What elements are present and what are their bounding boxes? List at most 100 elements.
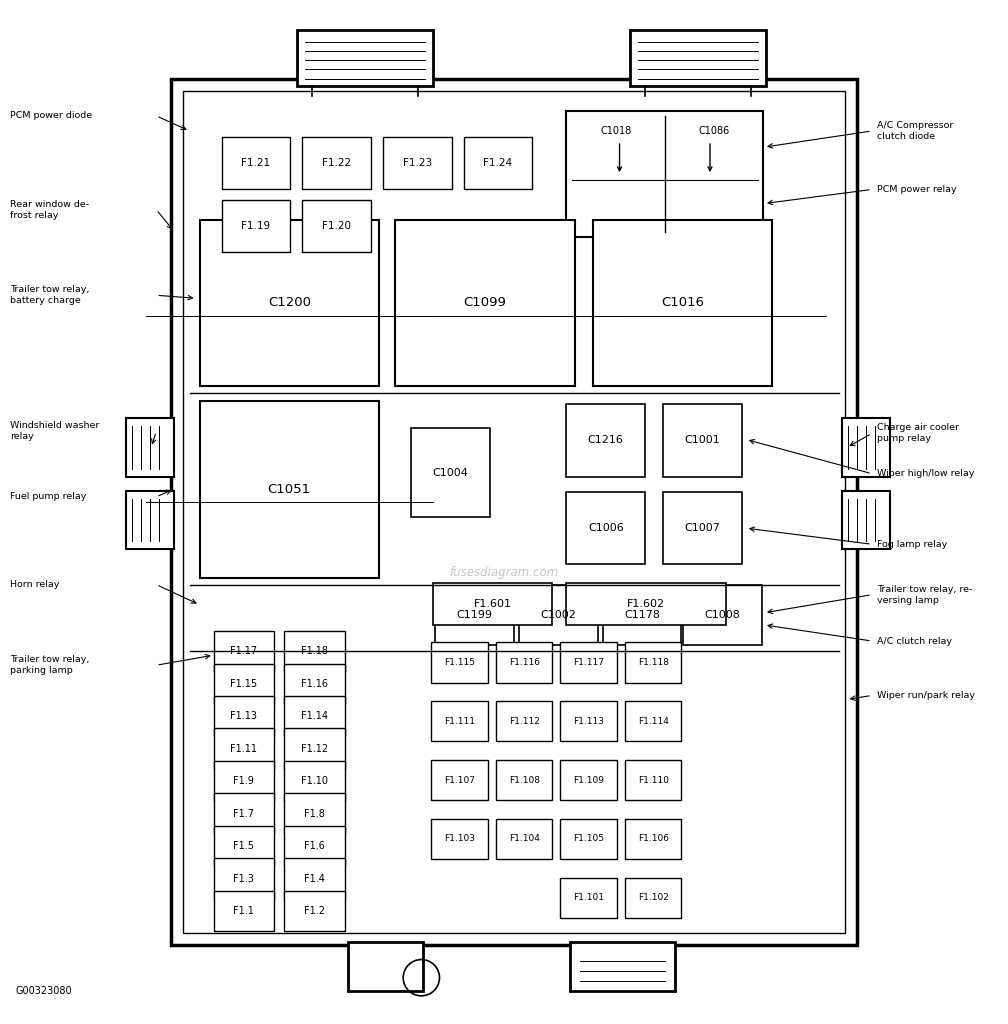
Text: F1.15: F1.15 — [231, 679, 257, 689]
Text: F1.601: F1.601 — [474, 599, 512, 608]
Bar — [297, 30, 433, 86]
Bar — [284, 858, 345, 899]
Text: F1.19: F1.19 — [242, 221, 270, 230]
Bar — [566, 583, 726, 625]
Bar — [625, 760, 681, 801]
Text: C1200: C1200 — [268, 296, 310, 309]
Text: C1006: C1006 — [588, 523, 624, 534]
Text: F1.2: F1.2 — [304, 906, 325, 916]
Text: C1199: C1199 — [457, 610, 493, 620]
Text: C1099: C1099 — [464, 296, 506, 309]
Bar — [214, 826, 274, 866]
Bar — [431, 642, 488, 683]
Bar — [302, 137, 371, 189]
Text: Wiper high/low relay: Wiper high/low relay — [877, 469, 975, 478]
Bar — [214, 728, 274, 769]
Text: Rear window de-
frost relay: Rear window de- frost relay — [10, 200, 89, 220]
Text: F1.14: F1.14 — [301, 712, 328, 721]
Text: F1.24: F1.24 — [484, 159, 512, 168]
Bar — [842, 418, 890, 477]
Bar — [593, 220, 772, 386]
Bar — [284, 664, 345, 703]
Bar — [284, 631, 345, 672]
Bar — [519, 585, 598, 645]
Bar — [222, 137, 290, 189]
Text: F1.109: F1.109 — [574, 775, 604, 784]
Text: F1.107: F1.107 — [445, 775, 475, 784]
Bar — [431, 760, 488, 801]
Text: Trailer tow relay,
battery charge: Trailer tow relay, battery charge — [10, 286, 90, 305]
Bar — [348, 942, 423, 991]
Text: Trailer tow relay, re-
versing lamp: Trailer tow relay, re- versing lamp — [877, 585, 973, 605]
Text: F1.104: F1.104 — [509, 835, 539, 844]
Bar — [214, 761, 274, 802]
Bar — [560, 760, 617, 801]
Text: F1.117: F1.117 — [574, 657, 604, 667]
Bar — [433, 583, 552, 625]
Bar — [383, 137, 452, 189]
Bar — [560, 878, 617, 919]
Text: C1008: C1008 — [705, 610, 741, 620]
Bar — [214, 794, 274, 834]
Text: F1.113: F1.113 — [574, 717, 604, 726]
Text: C1178: C1178 — [624, 610, 660, 620]
Text: F1.108: F1.108 — [509, 775, 539, 784]
Bar — [200, 401, 379, 578]
Text: F1.23: F1.23 — [403, 159, 431, 168]
Text: F1.602: F1.602 — [627, 599, 665, 608]
Bar — [214, 631, 274, 672]
Text: F1.3: F1.3 — [234, 873, 254, 884]
Bar — [395, 220, 575, 386]
Text: C1216: C1216 — [588, 435, 624, 445]
Text: F1.103: F1.103 — [445, 835, 475, 844]
Text: C1002: C1002 — [540, 610, 577, 620]
Bar — [214, 664, 274, 703]
Bar — [284, 761, 345, 802]
Bar — [663, 492, 742, 564]
Text: C1007: C1007 — [684, 523, 721, 534]
Text: F1.102: F1.102 — [638, 893, 668, 902]
Bar — [222, 200, 290, 252]
Bar — [625, 878, 681, 919]
Text: F1.11: F1.11 — [231, 743, 257, 754]
Bar — [625, 642, 681, 683]
Text: fusesdiagram.com: fusesdiagram.com — [450, 566, 558, 579]
Text: F1.6: F1.6 — [304, 841, 325, 851]
Bar — [435, 585, 514, 645]
Bar — [603, 585, 681, 645]
Text: A/C Compressor
clutch diode: A/C Compressor clutch diode — [877, 121, 954, 141]
Bar — [284, 728, 345, 769]
Text: C1051: C1051 — [268, 483, 310, 496]
Bar — [431, 701, 488, 741]
Bar — [431, 819, 488, 859]
Bar — [284, 826, 345, 866]
Text: PCM power diode: PCM power diode — [10, 112, 92, 121]
Bar — [183, 91, 845, 933]
Bar — [284, 794, 345, 834]
Text: F1.18: F1.18 — [301, 646, 328, 656]
Text: F1.20: F1.20 — [323, 221, 351, 230]
Bar — [566, 492, 645, 564]
Text: C1001: C1001 — [684, 435, 721, 445]
Text: F1.8: F1.8 — [304, 809, 325, 818]
Text: F1.1: F1.1 — [234, 906, 254, 916]
Text: F1.115: F1.115 — [445, 657, 475, 667]
Bar — [214, 696, 274, 736]
Text: PCM power relay: PCM power relay — [877, 185, 957, 194]
Bar — [284, 696, 345, 736]
Bar — [560, 701, 617, 741]
Text: F1.4: F1.4 — [304, 873, 325, 884]
Text: F1.116: F1.116 — [509, 657, 539, 667]
Bar — [126, 490, 174, 549]
Text: Windshield washer
relay: Windshield washer relay — [10, 421, 100, 441]
Bar — [566, 404, 645, 477]
Bar — [496, 642, 552, 683]
Bar — [411, 428, 490, 517]
Text: Charge air cooler
pump relay: Charge air cooler pump relay — [877, 423, 959, 443]
Bar — [496, 819, 552, 859]
Text: Fuel pump relay: Fuel pump relay — [10, 493, 87, 502]
Bar — [625, 819, 681, 859]
Bar — [496, 760, 552, 801]
Bar — [200, 220, 379, 386]
Bar — [663, 404, 742, 477]
